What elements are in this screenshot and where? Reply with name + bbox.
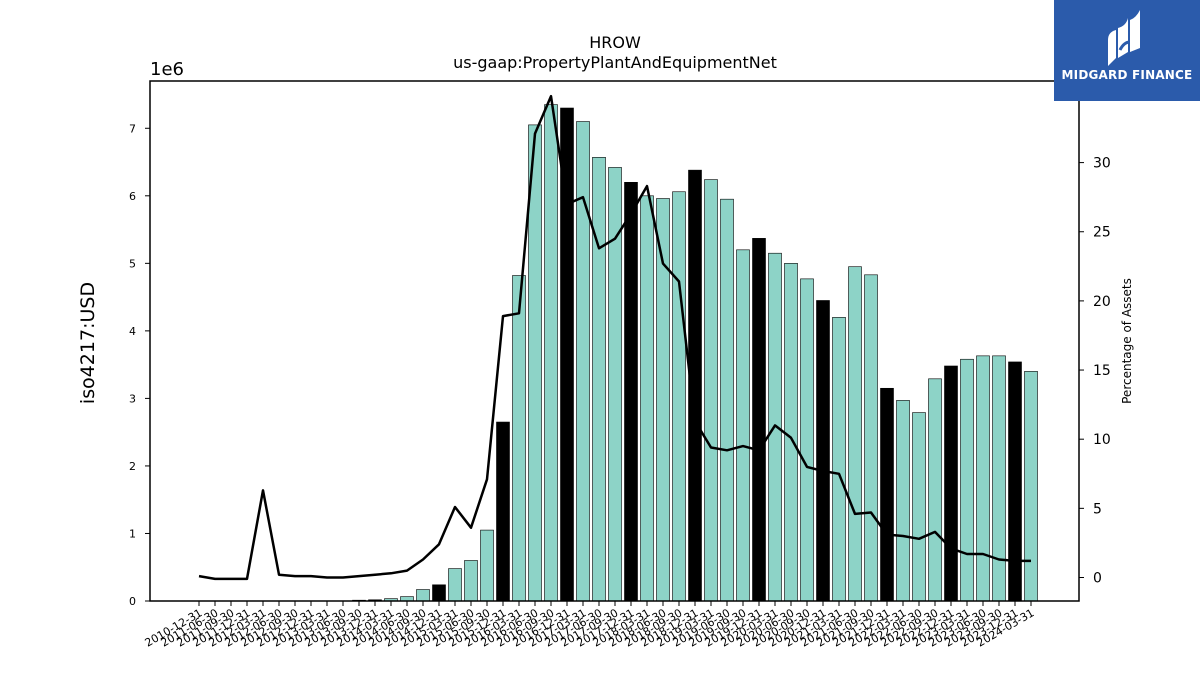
- line-path: [198, 94, 1031, 581]
- bar: [912, 412, 926, 602]
- logo-text: MIDGARD FINANCE: [1061, 68, 1193, 82]
- chart-title: HROW: [589, 33, 641, 52]
- y-tick-label: 4: [129, 325, 136, 338]
- bar: [640, 195, 654, 602]
- y2-tick-label: 25: [1093, 225, 1111, 241]
- y2-tick-label: 0: [1093, 570, 1102, 586]
- line-series: [198, 94, 1031, 581]
- bar-series: [352, 104, 1038, 602]
- y2-tick-label: 20: [1093, 294, 1111, 310]
- y-tick-label: 1: [129, 527, 136, 540]
- y-tick-label: 6: [129, 190, 136, 203]
- y2-tick-label: 30: [1093, 156, 1111, 172]
- left-y-axis: 0 1 2 3 4 5 6 7: [129, 122, 150, 608]
- bar: [464, 560, 478, 602]
- y-tick-label: 3: [129, 392, 136, 405]
- bar: [448, 568, 462, 602]
- bar: [832, 317, 846, 602]
- y2-tick-label: 15: [1093, 363, 1111, 379]
- y2-tick-label: 5: [1093, 501, 1102, 517]
- y-tick-label: 7: [129, 122, 136, 135]
- bar: [1008, 361, 1022, 602]
- bar: [512, 275, 526, 602]
- bar: [848, 266, 862, 602]
- bar: [544, 104, 558, 602]
- bar: [592, 157, 606, 602]
- bar: [928, 378, 942, 602]
- bar: [416, 589, 430, 602]
- bar: [432, 584, 446, 602]
- bar: [672, 191, 686, 602]
- y-offset-label: 1e6: [150, 59, 184, 80]
- bar: [816, 300, 830, 602]
- y-tick-label: 0: [129, 595, 136, 608]
- bar: [944, 365, 958, 602]
- y-tick-label: 2: [129, 460, 136, 473]
- bar: [704, 179, 718, 602]
- bar: [496, 421, 510, 602]
- bar: [800, 278, 814, 602]
- brand-logo: MIDGARD FINANCE: [1054, 0, 1200, 101]
- bar: [864, 274, 878, 602]
- bar: [752, 238, 766, 602]
- bar: [720, 198, 734, 602]
- bar: [960, 358, 974, 602]
- right-y-axis: 0 5 10 15 20 25 30: [1079, 156, 1111, 586]
- bar: [976, 355, 990, 602]
- bar: [576, 121, 590, 602]
- y-tick-label: 5: [129, 257, 136, 270]
- bar: [896, 400, 910, 602]
- bar: [560, 107, 574, 602]
- bar: [880, 387, 894, 602]
- chart-subtitle: us-gaap:PropertyPlantAndEquipmentNet: [453, 53, 777, 72]
- bar: [480, 529, 494, 602]
- y2-tick-label: 10: [1093, 432, 1111, 448]
- bar: [736, 249, 750, 602]
- x-axis: 2010-12-312011-06-302011-09-302011-12-31…: [143, 601, 1037, 650]
- midgard-logo-icon: [1108, 10, 1140, 66]
- y2-axis-label: Percentage of Assets: [1120, 278, 1134, 404]
- bar: [1024, 371, 1038, 602]
- bar: [624, 181, 638, 602]
- bar: [784, 263, 798, 602]
- y-axis-label: iso4217:USD: [77, 282, 99, 404]
- bar: [992, 355, 1006, 602]
